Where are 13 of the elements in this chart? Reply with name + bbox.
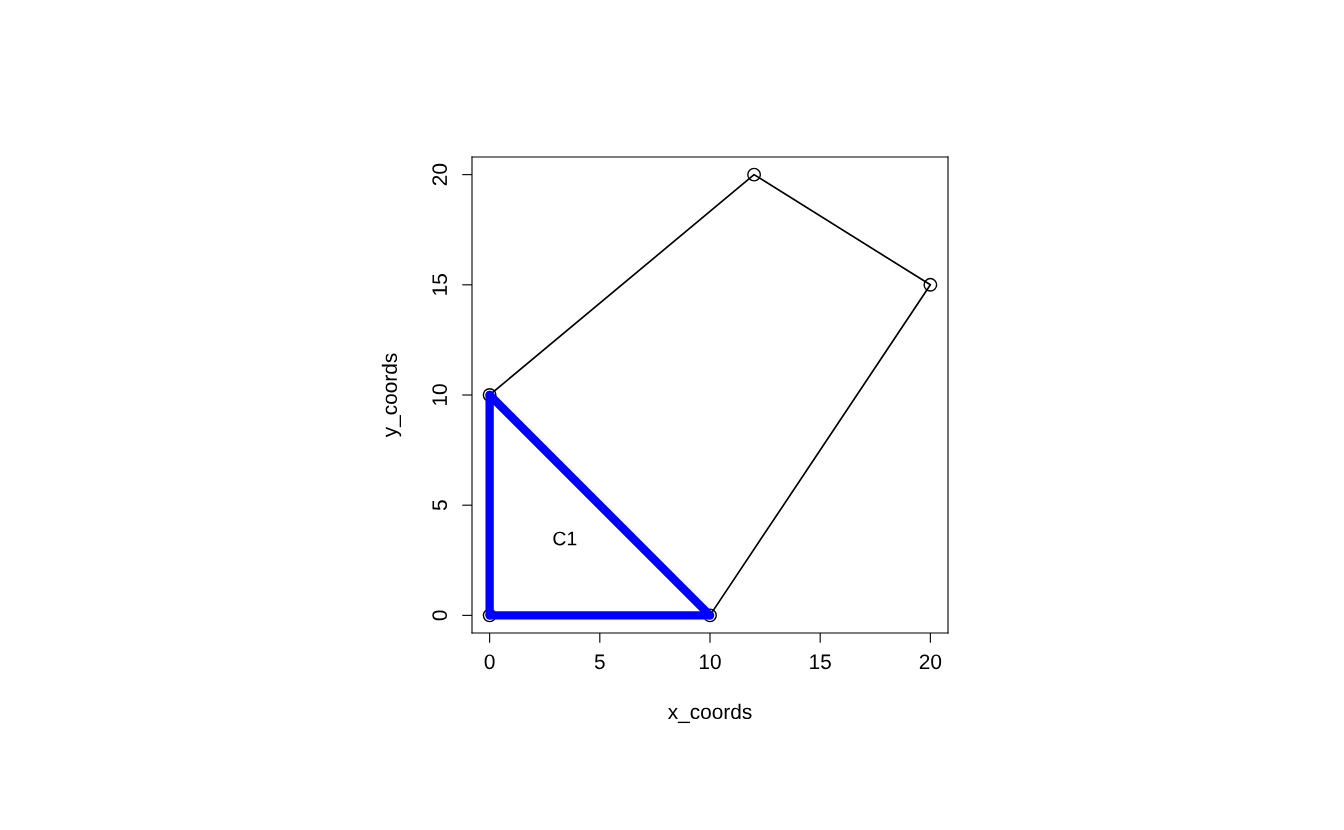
x-axis-title: x_coords	[667, 703, 752, 724]
y-axis-title: y_coords	[381, 353, 402, 438]
annotation: C1	[553, 531, 577, 546]
x-tick-label: 15	[810, 654, 831, 670]
y-tick-label: 15	[432, 274, 448, 295]
x-tick-label: 10	[700, 654, 721, 670]
y-tick-label: 10	[432, 384, 448, 405]
x-tick-label: 0	[484, 654, 495, 670]
y-tick-label: 0	[432, 610, 448, 621]
y-tick-label: 20	[432, 163, 448, 186]
y-tick-label: 5	[432, 500, 448, 511]
x-tick-label: 5	[594, 654, 605, 670]
x-tick-label: 20	[919, 654, 942, 670]
